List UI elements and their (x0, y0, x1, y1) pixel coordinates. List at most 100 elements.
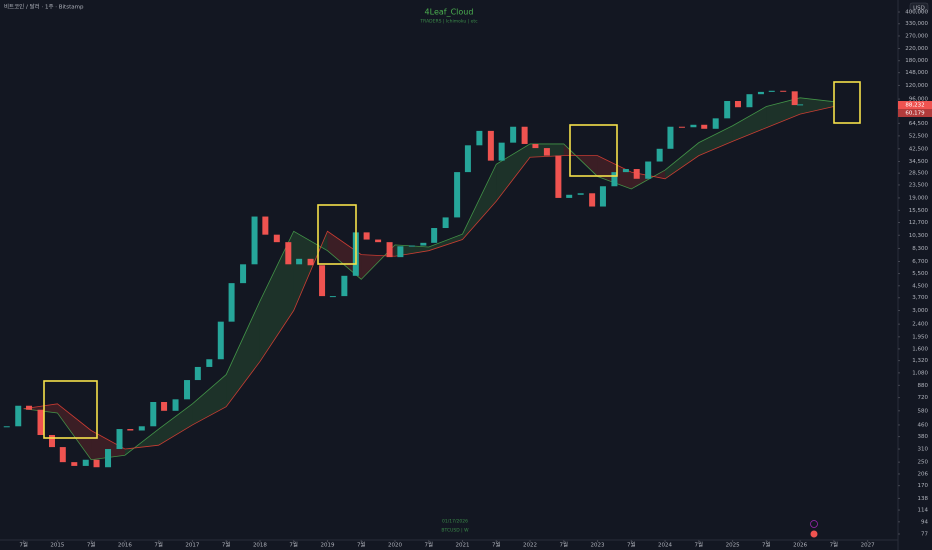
cloud-segment (732, 106, 767, 142)
highlight-box (569, 124, 618, 177)
y-tick-label: 330,000 (905, 21, 928, 27)
candle (454, 172, 461, 218)
y-tick-label: 1,320 (912, 358, 928, 364)
x-tick-label: 2027 (861, 543, 875, 549)
y-tick-label: 8,300 (912, 246, 928, 252)
candle (251, 216, 258, 265)
y-tick-label: 28,500 (909, 171, 929, 177)
candle (464, 145, 471, 173)
y-tick-label: 880 (918, 383, 929, 389)
event-icon[interactable] (810, 530, 818, 538)
candle (746, 94, 753, 108)
y-tick-label: 2,400 (912, 322, 928, 328)
y-tick-label: 120,000 (905, 83, 928, 89)
candle (240, 264, 247, 284)
x-tick-label: 2026 (793, 543, 807, 549)
cloud-segment (259, 231, 294, 362)
cloud-segment (158, 403, 193, 446)
candle (667, 126, 674, 149)
x-tick-label: 2021 (456, 543, 470, 549)
y-tick-label: 580 (918, 408, 929, 414)
chart-subtitle: TRADERS | Ichimoku | etc (419, 19, 478, 25)
candle (48, 435, 55, 448)
event-icon[interactable] (810, 520, 818, 528)
y-tick-label: 64,500 (909, 121, 929, 127)
y-tick-label: 12,700 (909, 220, 929, 226)
candle (184, 380, 191, 400)
y-tick-label: 94 (921, 519, 928, 525)
y-tick-label: 1,600 (912, 346, 928, 352)
y-tick-label: 220,000 (905, 46, 928, 52)
plot (3, 90, 834, 468)
y-tick-label: 380 (918, 434, 929, 440)
cloud-segment (226, 301, 260, 407)
candle (768, 90, 775, 92)
candle (532, 143, 539, 149)
candle (217, 321, 224, 360)
x-tick-label: 2022 (523, 543, 537, 549)
y-tick-label: 1,950 (912, 334, 928, 340)
candle (3, 426, 10, 428)
x-tick-label: 7월 (19, 541, 28, 549)
currency-box[interactable] (909, 2, 929, 13)
candle (194, 366, 201, 381)
cloud-segment (192, 374, 227, 425)
candle (408, 245, 415, 247)
cloud-line (23, 106, 834, 450)
x-tick-label: 2023 (591, 543, 605, 549)
candle (476, 130, 483, 146)
cloud-segment (57, 403, 92, 460)
y-tick-label: 42,500 (909, 146, 929, 152)
candle (712, 118, 719, 129)
x-tick-label: 7월 (560, 541, 569, 549)
footer-date: 01/17/2026 (442, 519, 468, 525)
y-tick-label: 23,500 (909, 182, 929, 188)
candle (420, 242, 427, 246)
candle (791, 91, 798, 106)
candle (363, 232, 370, 240)
cloud-segment (462, 164, 497, 240)
x-tick-label: 7월 (762, 541, 771, 549)
candle (15, 405, 22, 427)
cloud-segment (496, 143, 531, 202)
x-tick-label: 2017 (185, 543, 199, 549)
cloud-segment (665, 142, 699, 179)
candle (262, 216, 269, 235)
x-tick-label: 7월 (627, 541, 636, 549)
x-tick-label: 7월 (289, 541, 298, 549)
price-tag: 60,179 (905, 111, 925, 117)
candle (690, 124, 697, 128)
header: 비트코인 / 달러 · 1주 · Bitstamp (4, 3, 84, 11)
candle (82, 459, 89, 466)
x-tick-label: 7월 (87, 541, 96, 549)
candle (724, 101, 731, 119)
highlight-box (317, 204, 357, 265)
candle (622, 169, 629, 173)
candle (26, 405, 33, 410)
y-tick-label: 206 (918, 471, 929, 477)
y-tick-label: 4,500 (912, 283, 928, 289)
y-tick-label: 96,000 (909, 97, 929, 103)
x-tick-label: 7월 (222, 541, 231, 549)
currency[interactable]: USD (913, 6, 925, 12)
candle (780, 90, 787, 92)
candle (734, 101, 741, 108)
x-tick-label: 2024 (658, 543, 672, 549)
candle (329, 296, 336, 298)
y-tick-label: 170 (918, 483, 929, 489)
x-tick-label: 7월 (357, 541, 366, 549)
candle (105, 449, 112, 468)
y-tick-label: 3,700 (912, 295, 928, 301)
candle (273, 234, 280, 243)
candle (296, 258, 303, 265)
candle (656, 148, 663, 162)
candle (555, 155, 562, 198)
candle (59, 447, 66, 463)
candle (319, 265, 326, 297)
x-tick-label: 7월 (695, 541, 704, 549)
candle (589, 193, 596, 207)
y-tick-label: 6,700 (912, 259, 928, 265)
y-tick-label: 114 (918, 508, 929, 514)
candle (611, 172, 618, 187)
